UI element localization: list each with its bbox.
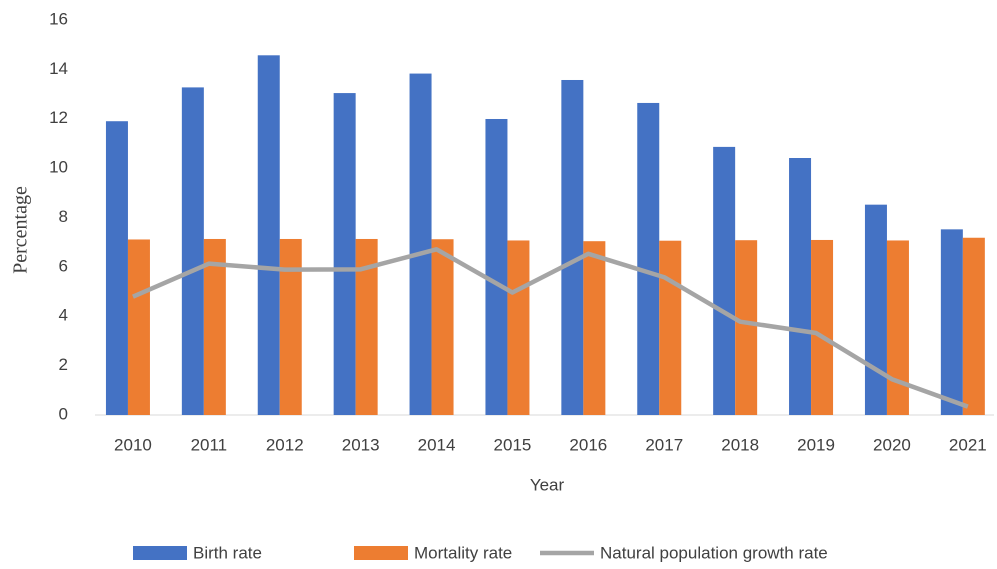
bar: [257, 55, 280, 415]
x-tick-label: 2012: [266, 435, 304, 454]
y-axis-label: Percentage: [10, 186, 32, 274]
x-tick-label: 2011: [191, 435, 228, 454]
bar: [713, 146, 736, 416]
bar: [485, 118, 508, 415]
x-tick-label: 2016: [569, 435, 607, 454]
legend-label: Natural population growth rate: [600, 543, 828, 562]
bar: [962, 237, 985, 415]
bar: [279, 238, 302, 415]
legend-label: Mortality rate: [414, 543, 512, 562]
bar: [203, 238, 226, 415]
bar: [659, 240, 682, 415]
bar: [637, 102, 660, 415]
bar: [735, 240, 758, 415]
bar: [886, 240, 909, 415]
x-tick-label: 2019: [797, 435, 835, 454]
bar: [105, 121, 128, 415]
legend-swatch: [133, 546, 187, 560]
bar: [940, 229, 963, 415]
line: [132, 247, 969, 409]
x-tick-label: 2020: [873, 435, 911, 454]
x-tick-label: 2010: [114, 435, 152, 454]
bar: [355, 238, 378, 415]
y-tick-label: 8: [59, 207, 68, 226]
y-tick-label: 10: [49, 158, 68, 177]
y-tick-label: 16: [49, 9, 68, 28]
x-tick-label: 2018: [721, 435, 759, 454]
bar: [811, 239, 834, 415]
y-tick-label: 4: [59, 306, 68, 325]
bar: [561, 79, 584, 415]
x-tick-label: 2021: [949, 435, 987, 454]
x-tick-label: 2017: [645, 435, 683, 454]
y-tick-label: 12: [49, 108, 68, 127]
x-axis-label: Year: [530, 475, 565, 494]
x-tick-label: 2015: [494, 435, 532, 454]
bar: [789, 158, 812, 416]
x-tick-label: 2013: [342, 435, 380, 454]
bar: [431, 239, 454, 415]
y-tick-label: 2: [59, 355, 68, 374]
y-tick-label: 0: [59, 404, 68, 423]
x-tick-label: 2014: [418, 435, 456, 454]
legend-swatch: [354, 546, 408, 560]
bar: [507, 240, 530, 415]
legend-label: Birth rate: [193, 543, 262, 562]
bar: [181, 87, 204, 415]
bar: [583, 241, 606, 415]
bar: [127, 239, 150, 415]
bar: [409, 73, 432, 416]
y-tick-label: 14: [49, 59, 68, 78]
bar: [864, 204, 887, 415]
bar: [333, 93, 356, 415]
y-tick-label: 6: [59, 256, 68, 275]
